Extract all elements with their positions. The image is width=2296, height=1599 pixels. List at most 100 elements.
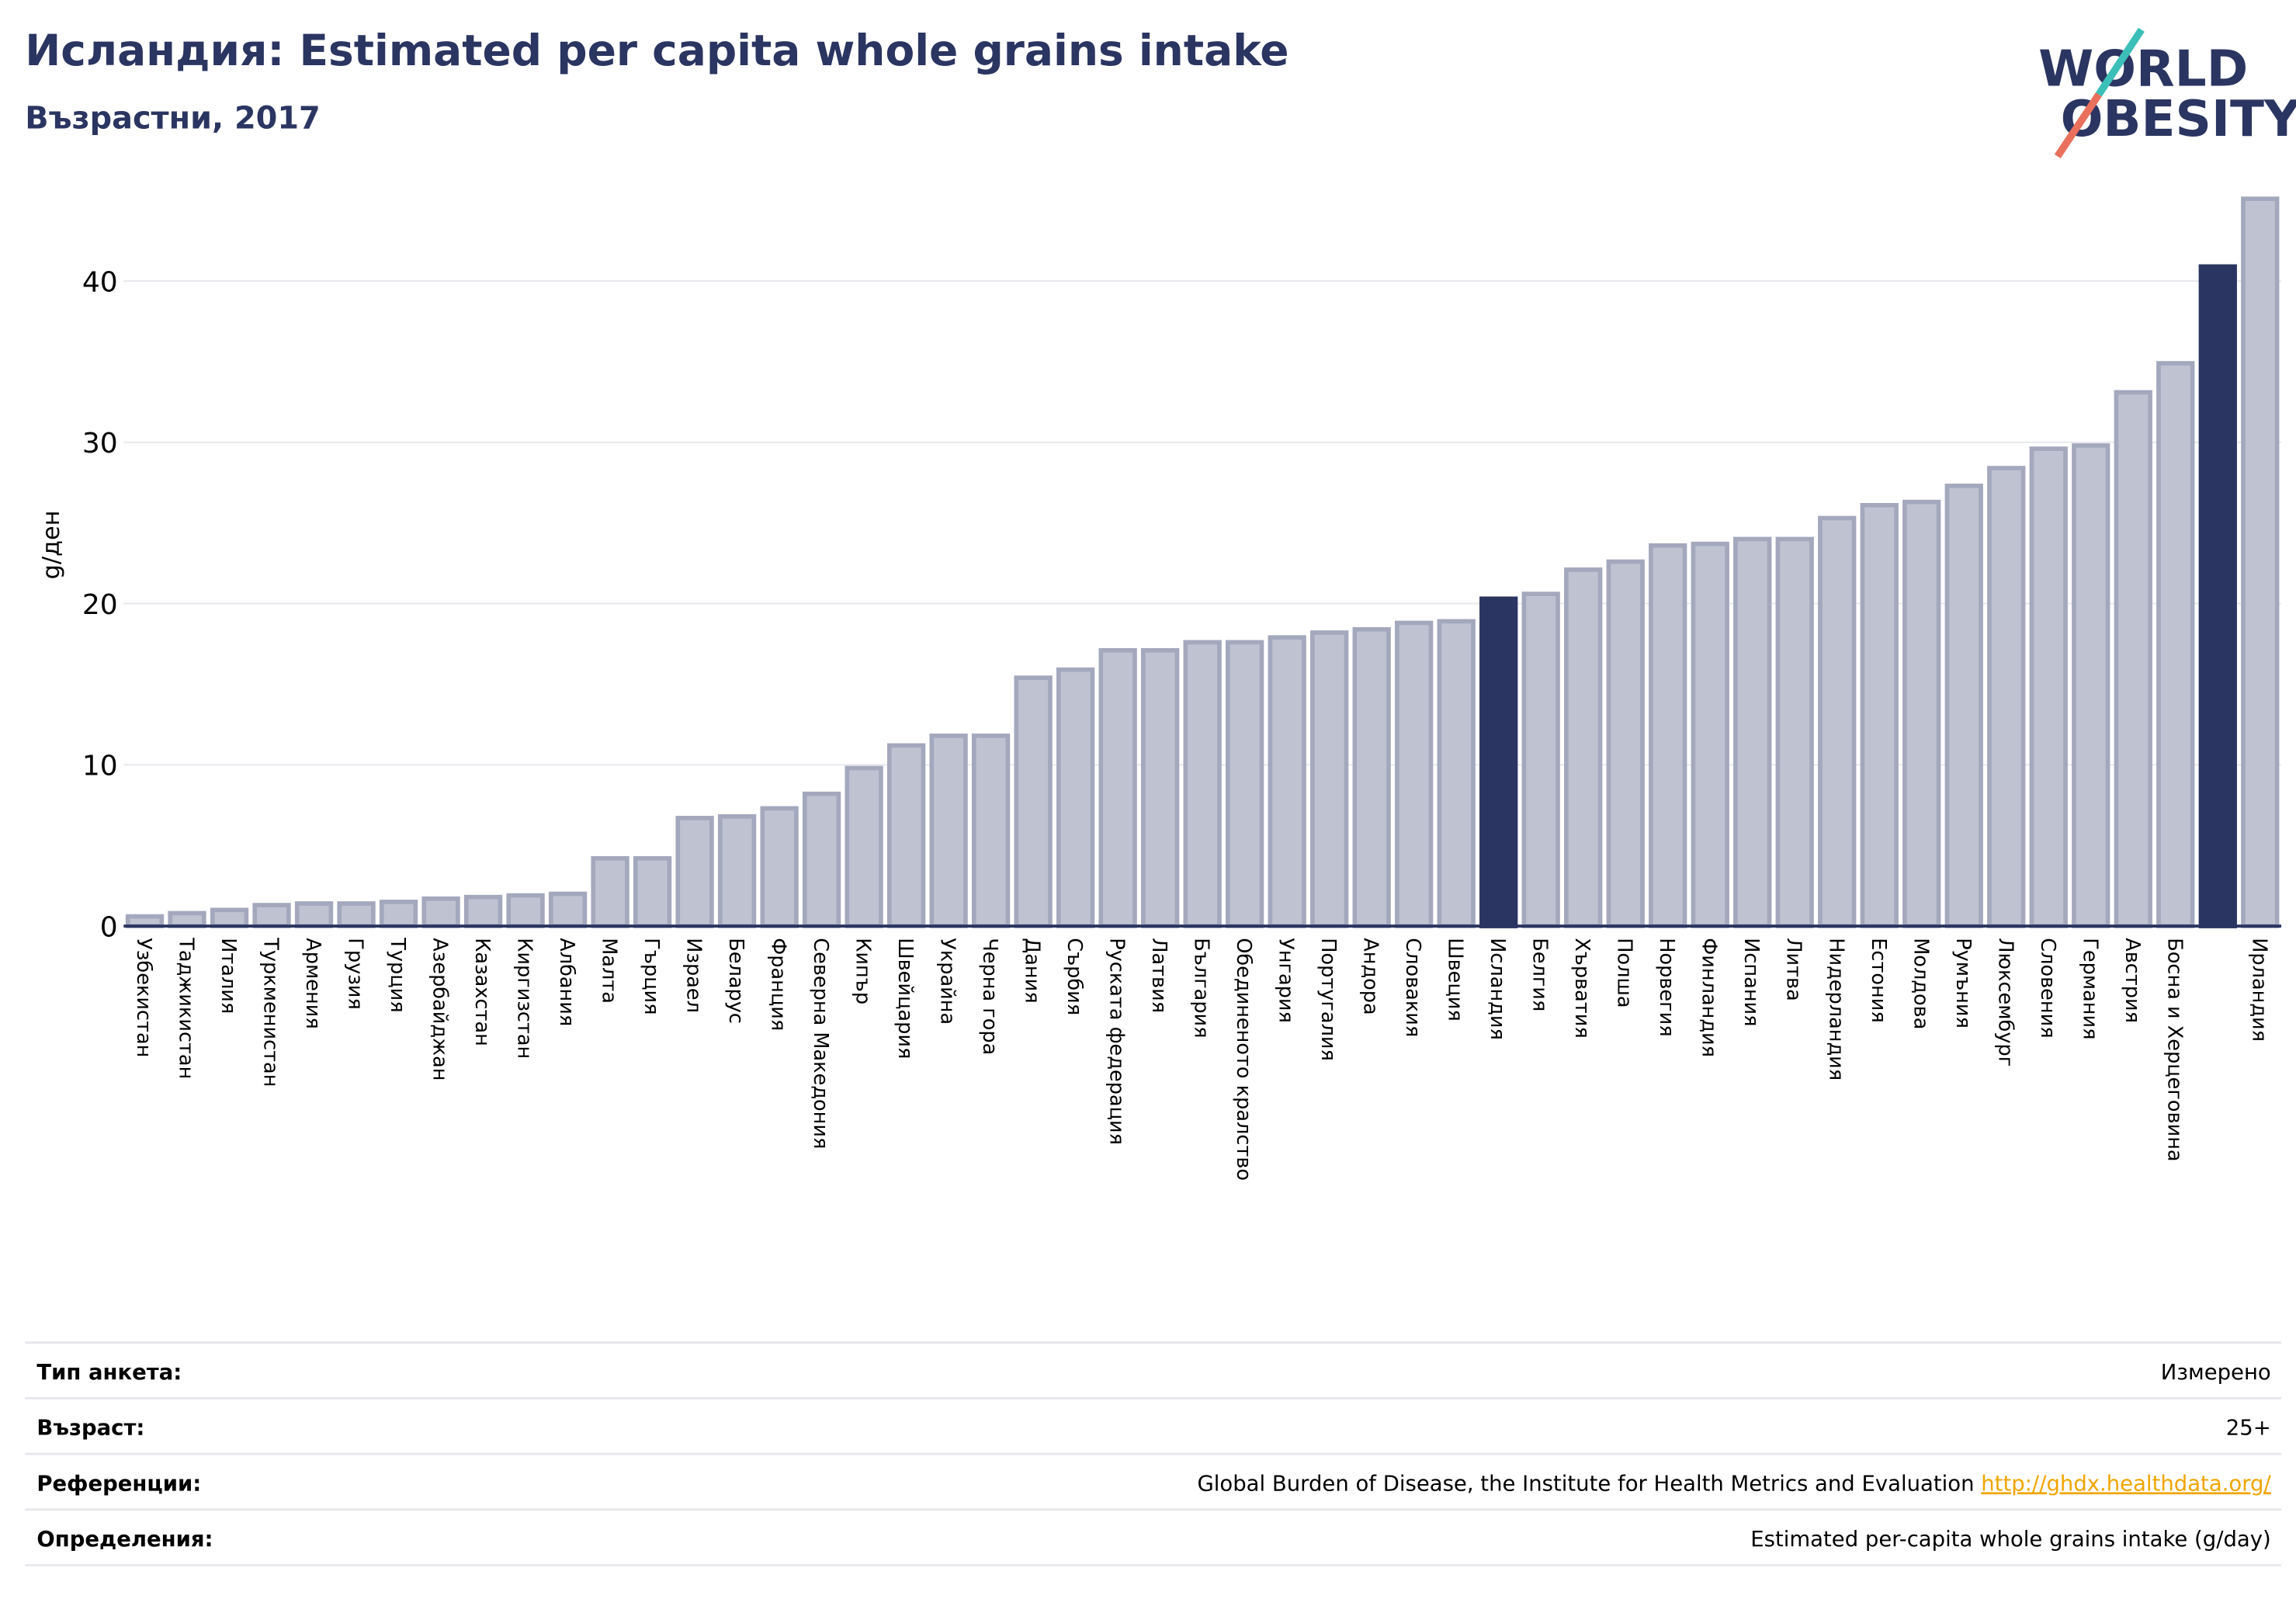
bar xyxy=(1987,466,2026,928)
x-tick-label: Малта xyxy=(598,938,621,1004)
x-tick-label: Германия xyxy=(2078,938,2101,1039)
x-tick-label: Киргизстан xyxy=(513,938,536,1059)
bar xyxy=(506,893,545,928)
bar xyxy=(675,816,714,928)
row-value-text: Измерено xyxy=(2161,1360,2271,1385)
x-tick-label: Казахстан xyxy=(470,938,494,1046)
bar xyxy=(1395,620,1434,928)
x-tick-label: Люксембург xyxy=(1993,938,2017,1067)
x-tick-label: Португалия xyxy=(1316,938,1340,1061)
x-tick-label: Грузия xyxy=(344,938,367,1010)
y-tick-label: 20 xyxy=(82,589,118,621)
row-link: http://ghdx.healthdata.org/ xyxy=(1981,1471,2271,1496)
x-tick-label: Финландия xyxy=(1698,938,1721,1057)
y-tick-label: 10 xyxy=(82,751,118,782)
bar xyxy=(1649,543,1687,928)
row-label: Референции: xyxy=(36,1471,201,1496)
x-tick-label: Австрия xyxy=(2121,938,2144,1023)
row-value-text: Global Burden of Disease, the Institute … xyxy=(1197,1471,1974,1496)
x-tick-label: Исландия xyxy=(1486,938,1509,1040)
row-value: Estimated per-capita whole grains intake… xyxy=(1750,1527,2270,1552)
bar xyxy=(548,891,588,928)
bar xyxy=(463,894,503,928)
chart-subtitle: Възрастни, 2017 xyxy=(25,100,320,136)
x-tick-label: Армения xyxy=(301,938,324,1029)
x-tick-label: Северна Македония xyxy=(809,938,832,1149)
x-tick-label: Испания xyxy=(1739,938,1763,1026)
x-tick-label: Азербайджан xyxy=(428,938,452,1080)
bar xyxy=(845,765,883,928)
bar xyxy=(633,855,672,928)
x-tick-label: Обединеното кралство xyxy=(1232,938,1255,1181)
x-tick-label: България xyxy=(1190,938,1213,1038)
bar xyxy=(1944,484,1983,928)
bar xyxy=(2029,446,2068,928)
bar xyxy=(1226,640,1264,928)
x-tick-label: Белгия xyxy=(1528,938,1552,1011)
y-axis-label: g/ден xyxy=(38,510,65,579)
x-tick-label: Руската федерация xyxy=(1105,938,1129,1145)
x-tick-label: Босна и Херцеговина xyxy=(2162,938,2186,1161)
logo-text: WORLD xyxy=(2038,40,2248,98)
x-tick-label: Словакия xyxy=(1401,938,1424,1037)
bar xyxy=(971,734,1011,928)
bar xyxy=(210,907,249,928)
bar xyxy=(1733,536,1772,928)
x-tick-label: Молдова xyxy=(1909,938,1932,1029)
x-tick-label: Полша xyxy=(1613,938,1636,1008)
bar xyxy=(1860,502,1899,928)
bar xyxy=(929,734,968,928)
x-tick-label: Ирландия xyxy=(2247,938,2270,1042)
row-value: Измерено xyxy=(2161,1360,2271,1385)
x-tick-label: Словения xyxy=(2036,938,2059,1038)
x-tick-label: Албания xyxy=(555,938,578,1026)
bar xyxy=(1310,630,1349,928)
x-tick-label: Андора xyxy=(1359,938,1382,1015)
bar xyxy=(1098,647,1137,928)
x-tick-label: Узбекистан xyxy=(132,938,155,1057)
logo-slash xyxy=(2054,92,2102,159)
y-tick-label: 0 xyxy=(100,911,118,943)
x-tick-label: Франция xyxy=(767,938,790,1031)
bar xyxy=(717,813,757,928)
bar xyxy=(1437,619,1476,928)
x-tick-label: Таджикистан xyxy=(175,937,198,1079)
bar xyxy=(1268,635,1306,928)
x-tick-label: Литва xyxy=(1782,938,1805,1001)
x-tick-label: Латвия xyxy=(1147,938,1171,1013)
bar xyxy=(591,855,629,928)
bar xyxy=(1818,515,1857,928)
x-tick-label: Украйна xyxy=(936,938,959,1025)
bar xyxy=(2114,390,2152,928)
x-tick-label: Румъния xyxy=(1951,938,1975,1028)
row-label: Определения: xyxy=(36,1527,213,1552)
bar xyxy=(2198,264,2237,928)
bar xyxy=(1141,647,1180,928)
x-tick-label: Израел xyxy=(682,938,706,1013)
x-tick-label: Швейцария xyxy=(893,938,917,1059)
bar xyxy=(886,743,926,928)
bar xyxy=(2241,196,2280,928)
x-tick-label: Турция xyxy=(386,937,409,1012)
x-tick-label: Швеция xyxy=(1444,938,1467,1021)
x-tick-label: Естония xyxy=(1867,938,1890,1023)
row-label: Възраст: xyxy=(36,1416,144,1441)
x-tick-label: Туркменистан xyxy=(259,937,283,1087)
row-value: Global Burden of Disease, the Institute … xyxy=(1197,1471,2271,1496)
row-label: Тип анкета: xyxy=(36,1360,182,1385)
bar xyxy=(1479,596,1518,928)
bar xyxy=(421,896,460,928)
x-tick-label: Нидерландия xyxy=(1824,938,1847,1080)
bar xyxy=(1183,640,1222,928)
bar xyxy=(1691,541,1729,928)
row-value-text: Estimated per-capita whole grains intake… xyxy=(1750,1527,2270,1552)
x-tick-label: Хърватия xyxy=(1570,938,1594,1039)
row-value: 25+ xyxy=(2226,1416,2271,1441)
row-value-text: 25+ xyxy=(2226,1416,2271,1441)
y-tick-label: 30 xyxy=(82,428,118,460)
bar xyxy=(1014,675,1053,928)
bar xyxy=(2156,361,2195,928)
bar xyxy=(1352,626,1391,928)
